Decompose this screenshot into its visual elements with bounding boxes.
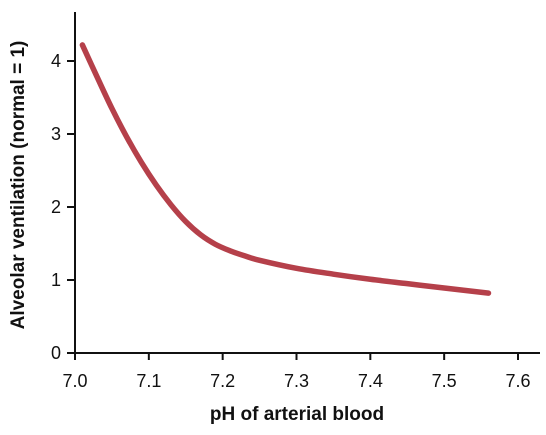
ventilation-curve	[79, 42, 492, 296]
y-tick-label: 3	[51, 124, 61, 144]
y-tick-label: 4	[51, 51, 61, 71]
x-axis-title: pH of arterial blood	[210, 404, 384, 425]
y-tick-label: 2	[51, 197, 61, 217]
x-tick-label: 7.3	[284, 371, 309, 391]
x-tick-label: 7.5	[432, 371, 457, 391]
x-tick-label: 7.4	[358, 371, 383, 391]
y-axis-title: Alveolar ventilation (normal = 1)	[8, 41, 29, 330]
x-tick-label: 7.0	[62, 371, 87, 391]
y-tick-label: 1	[51, 270, 61, 290]
x-tick-label: 7.6	[505, 371, 530, 391]
y-axis-ticks: 0 1 2 3 4	[51, 51, 75, 363]
x-axis-ticks: 7.0 7.1 7.2 7.3 7.4 7.5 7.6	[62, 353, 531, 391]
x-tick-label: 7.2	[210, 371, 235, 391]
y-tick-label: 0	[51, 343, 61, 363]
x-tick-label: 7.1	[136, 371, 161, 391]
plot-area	[74, 12, 540, 354]
